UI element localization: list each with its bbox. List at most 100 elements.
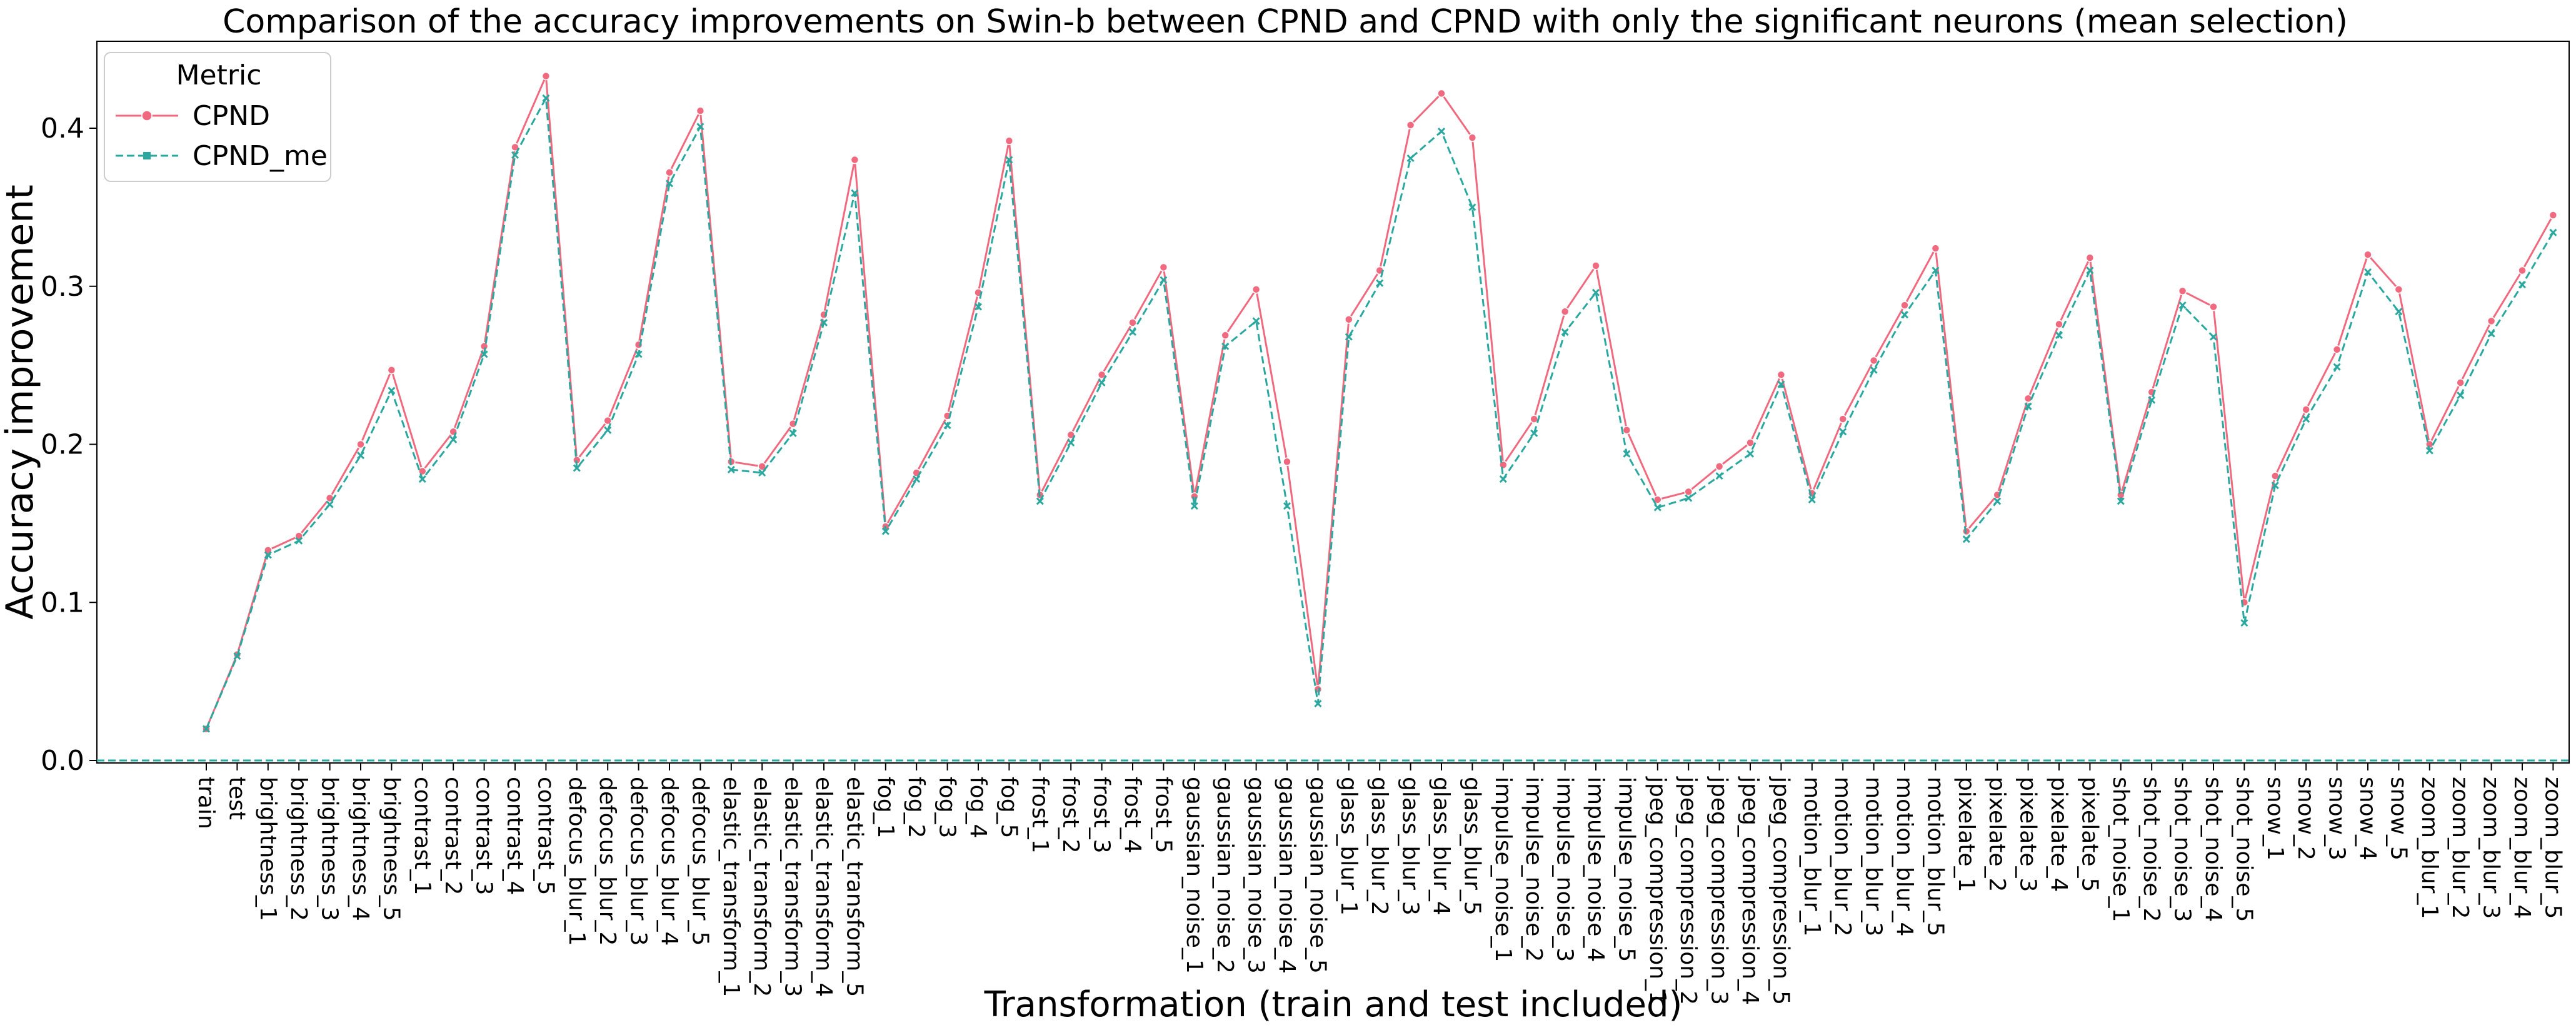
data-point	[1036, 497, 1044, 505]
data-point	[788, 419, 798, 428]
x-tick-label: snow_5	[2385, 777, 2411, 861]
x-tick-label: contrast_2	[440, 777, 466, 895]
data-point	[603, 416, 612, 425]
x-tick-label: elastic_transform_1	[718, 777, 744, 997]
legend-label: CPND	[193, 100, 270, 132]
x-tick-label: fog_3	[935, 777, 960, 838]
data-point	[1005, 136, 1014, 145]
data-point	[819, 318, 828, 326]
y-tick-label: 0.1	[41, 587, 84, 619]
data-point	[1499, 460, 1508, 470]
plot-frame	[96, 41, 2570, 764]
data-point	[2394, 285, 2403, 294]
data-point	[326, 500, 334, 508]
x-tick-label: shot_noise_2	[2138, 777, 2164, 922]
data-point	[1870, 366, 1878, 374]
x-tick-label: shot_noise_3	[2170, 777, 2195, 922]
x-axis-label: Transformation (train and test included)	[984, 984, 1683, 1025]
data-point	[1159, 263, 1168, 272]
legend-box	[104, 52, 331, 182]
x-tick-label: motion_blur_1	[1799, 777, 1825, 936]
data-point	[388, 386, 396, 395]
data-point	[1406, 154, 1415, 163]
data-point	[1591, 288, 1600, 296]
data-point	[573, 464, 581, 472]
data-point	[2395, 308, 2403, 316]
data-point	[789, 429, 797, 437]
data-point	[2332, 345, 2342, 354]
x-tick-label: jpeg_compression_3	[1706, 776, 1732, 1005]
x-tick-label: zoom_blur_1	[2417, 777, 2442, 919]
data-point	[1838, 415, 1847, 423]
y-axis-ticks: 0.0 0.1 0.2 0.3 0.4	[41, 113, 97, 777]
data-point	[634, 350, 643, 358]
data-point	[1684, 487, 1693, 497]
data-point	[2363, 268, 2372, 276]
x-tick-label: impulse_noise_5	[1613, 777, 1639, 962]
data-point	[2548, 211, 2558, 220]
x-tick-label: glass_blur_5	[1459, 777, 1485, 916]
data-point	[1376, 279, 1384, 287]
data-point	[1221, 342, 1230, 350]
data-point	[1993, 497, 2002, 505]
data-point	[851, 189, 859, 197]
series-CPND	[202, 71, 2558, 734]
x-tick-label: defocus_blur_4	[656, 777, 682, 946]
x-tick-label: jpeg_compression_4	[1737, 776, 1763, 1005]
data-point	[542, 94, 550, 103]
series-CPND_me	[202, 94, 2557, 733]
data-point	[758, 468, 766, 477]
data-point	[449, 435, 458, 443]
x-tick-label: gaussian_noise_5	[1305, 777, 1330, 974]
data-point	[356, 440, 365, 449]
series-line	[205, 97, 2554, 730]
x-tick-label: train	[193, 777, 219, 829]
x-tick-label: elastic_transform_4	[811, 777, 836, 997]
data-point	[665, 168, 674, 177]
data-point	[2457, 391, 2465, 400]
x-tick-label: defocus_blur_5	[687, 777, 713, 946]
series-line	[205, 75, 2554, 730]
data-point	[356, 452, 365, 460]
data-point	[2425, 447, 2433, 455]
x-tick-label: gaussian_noise_2	[1212, 777, 1238, 974]
data-point	[913, 475, 921, 483]
x-tick-label: zoom_blur_2	[2447, 777, 2473, 919]
x-tick-label: frost_2	[1058, 777, 1083, 853]
x-tick-label: pixelate_5	[2077, 777, 2102, 892]
data-point	[665, 179, 674, 188]
data-point	[1499, 475, 1507, 483]
x-tick-label: jpeg_compression_5	[1768, 776, 1793, 1005]
data-point	[850, 155, 860, 164]
x-tick-label: gaussian_noise_4	[1274, 777, 1300, 974]
data-point	[1900, 311, 1909, 319]
x-tick-label: jpeg_compression_1	[1645, 776, 1670, 1005]
data-point	[1128, 328, 1137, 336]
x-tick-label: gaussian_noise_1	[1181, 777, 1207, 974]
x-tick-label: frost_5	[1150, 777, 1176, 853]
data-point	[1005, 156, 1013, 164]
x-tick-label: snow_2	[2293, 777, 2318, 861]
x-tick-label: contrast_3	[471, 777, 497, 895]
x-tick-label: brightness_3	[317, 777, 343, 921]
x-tick-label: snow_3	[2324, 777, 2350, 861]
data-point	[1591, 261, 1600, 270]
data-point	[2085, 253, 2095, 263]
data-point	[1777, 380, 1785, 388]
data-point	[2487, 316, 2496, 326]
data-point	[1839, 428, 1847, 436]
x-tick-label: contrast_4	[502, 777, 528, 895]
data-point	[2178, 286, 2187, 296]
data-point	[1067, 438, 1075, 447]
data-point	[1345, 315, 1353, 324]
data-point	[1251, 285, 1261, 294]
data-point	[1221, 331, 1230, 340]
data-point	[1066, 430, 1075, 440]
legend: Metric CPND CPND_me	[104, 52, 331, 182]
data-point	[2055, 320, 2063, 329]
data-point	[974, 303, 983, 311]
x-tick-label: brightness_4	[348, 777, 373, 921]
x-tick-label: pixelate_2	[1984, 777, 2010, 892]
data-point	[1098, 378, 1106, 386]
